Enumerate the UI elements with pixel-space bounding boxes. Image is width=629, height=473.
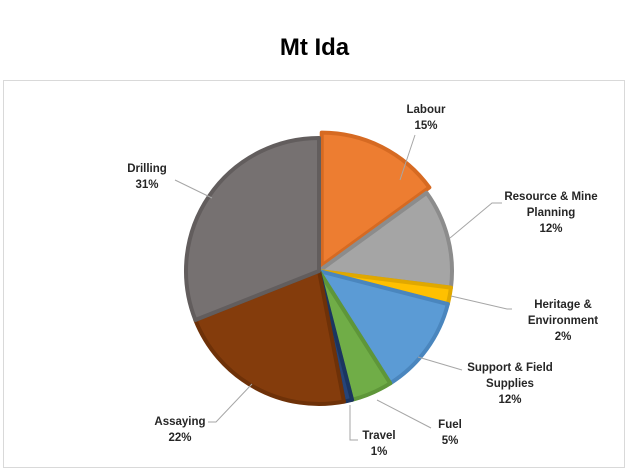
data-label-percent: 15%: [414, 120, 437, 132]
leader-line: [174, 179, 213, 199]
chart-title: Mt Ida: [279, 34, 350, 61]
chart-frame: [3, 80, 625, 468]
data-label-percent: 12%: [539, 223, 562, 235]
data-label: Fuel 5%: [438, 419, 462, 447]
data-labels: Labour 15% Resource & Mine Planning 12% Herit…: [127, 104, 598, 458]
data-label: Heritage & Environment 2%: [528, 299, 598, 343]
data-label-category: Assaying: [154, 416, 205, 428]
data-label: Support & Field Supplies 12%: [467, 362, 553, 406]
leader-line: [450, 295, 512, 310]
data-label-percent: 22%: [168, 432, 191, 444]
data-label-percent: 31%: [135, 179, 158, 191]
data-label-category: Planning: [527, 207, 576, 219]
data-label: Resource & Mine Planning 12%: [504, 191, 597, 235]
data-label-category: Supplies: [486, 378, 534, 390]
data-label-category: Travel: [362, 430, 395, 442]
data-label-category: Drilling: [127, 163, 167, 175]
data-label-percent: 1%: [371, 446, 388, 458]
data-label-category: Environment: [528, 315, 598, 327]
data-label: Drilling 31%: [127, 163, 167, 191]
data-label: Labour 15%: [407, 104, 446, 132]
pie-slice-assaying: [193, 269, 346, 406]
data-label-category: Resource & Mine: [504, 191, 597, 203]
data-label-category: Fuel: [438, 419, 462, 431]
leader-line: [449, 202, 502, 239]
pie-slice-labour: [319, 130, 432, 268]
data-label-category: Labour: [407, 104, 446, 116]
pie-slice-support-field-supplies: [317, 269, 450, 386]
leader-lines: [174, 134, 512, 441]
leader-line: [417, 356, 463, 371]
pie-slice-resource-mine-planning: [317, 190, 454, 290]
data-label-percent: 5%: [442, 435, 459, 447]
leader-line: [349, 405, 358, 441]
data-label-percent: 12%: [498, 394, 521, 406]
data-label-percent: 2%: [555, 331, 572, 343]
leader-line: [208, 383, 253, 423]
pie-slices: [184, 130, 454, 406]
leader-line: [399, 134, 416, 181]
data-label: Travel 1%: [362, 430, 395, 458]
data-label-category: Heritage &: [534, 299, 592, 311]
data-label: Assaying 22%: [154, 416, 205, 444]
data-label-category: Support & Field: [467, 362, 553, 374]
leader-line: [376, 399, 432, 429]
